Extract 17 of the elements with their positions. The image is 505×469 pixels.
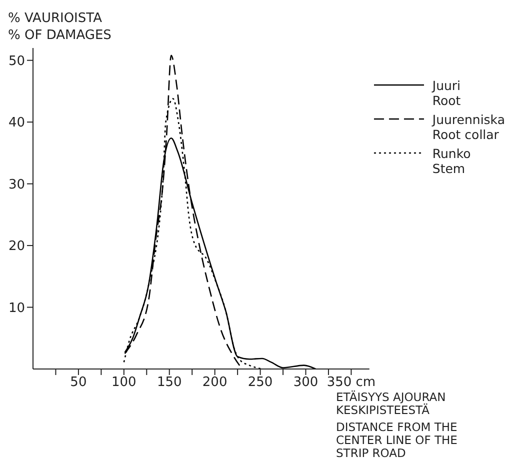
x-tick-label: 350 cm <box>326 375 376 390</box>
legend-label: Juurenniska Root collar <box>432 112 505 142</box>
x-tick-label: 50 <box>70 375 87 390</box>
x-axis-title: ETÄISYYS AJOURAN KESKIPISTEESTÄ DISTANCE FROM THE CENTER LINE OF THE STRIP ROAD <box>336 390 458 460</box>
y-tick-label: 20 <box>8 239 25 254</box>
y-tick-label: 50 <box>8 54 25 69</box>
x-tick-label: 100 <box>112 375 136 390</box>
x-tick-label: 200 <box>202 375 228 390</box>
legend-label: Runko Stem <box>432 146 471 176</box>
x-tick-label: 300 <box>293 375 318 390</box>
y-axis-title: % VAURIOISTA % OF DAMAGES <box>8 10 112 44</box>
x-tick-label: 150 <box>156 375 182 390</box>
legend-label: Juuri Root <box>432 78 461 108</box>
x-tick-label: 250 <box>248 375 273 390</box>
y-tick-label: 40 <box>8 116 25 131</box>
y-tick-label: 30 <box>8 177 25 192</box>
y-tick-label: 10 <box>8 300 25 316</box>
